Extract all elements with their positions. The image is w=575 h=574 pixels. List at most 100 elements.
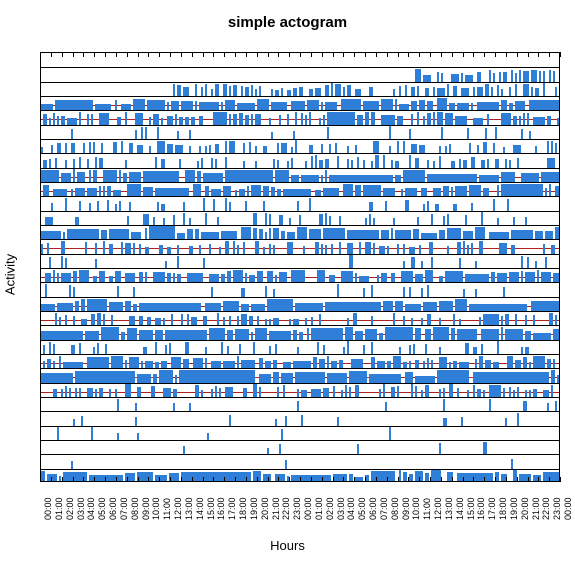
actogram-row: [41, 383, 559, 397]
activity-bar: [57, 143, 61, 153]
activity-bar: [509, 103, 513, 111]
activity-bar: [511, 230, 533, 239]
activity-bar: [457, 388, 459, 397]
activity-bar: [371, 112, 375, 124]
activity-bar: [145, 247, 149, 254]
activity-bar: [165, 345, 167, 354]
activity-bar: [483, 188, 489, 197]
activity-bar: [73, 169, 75, 182]
activity-bar: [443, 216, 445, 225]
activity-bar: [437, 72, 439, 81]
activity-bar: [551, 141, 553, 153]
activity-bar: [115, 271, 121, 282]
activity-bar: [355, 331, 363, 340]
activity-bar: [115, 389, 117, 397]
activity-bar: [157, 202, 159, 211]
activity-bar: [253, 213, 257, 225]
activity-bar: [349, 371, 367, 382]
activity-bar: [225, 157, 227, 167]
x-tick-label: 18:00: [238, 497, 248, 520]
activity-bar: [191, 117, 195, 125]
activity-bar: [453, 361, 457, 369]
activity-bar: [315, 190, 321, 197]
x-tick-top: [116, 52, 117, 57]
x-tick-top: [387, 52, 388, 57]
activity-bar: [329, 216, 331, 225]
activity-bar: [99, 271, 105, 282]
activity-bar: [59, 356, 61, 369]
activity-bar: [493, 362, 499, 369]
activity-bar: [79, 343, 81, 354]
activity-bar: [291, 101, 305, 110]
activity-bar: [221, 102, 223, 110]
activity-bar: [141, 127, 143, 139]
activity-bar: [75, 188, 85, 196]
activity-bar: [61, 273, 71, 282]
activity-bar: [383, 155, 385, 168]
activity-bar: [97, 313, 101, 325]
activity-bar: [423, 361, 425, 368]
activity-bar: [531, 87, 533, 96]
x-tick-top: [235, 52, 236, 57]
activity-bar: [521, 347, 523, 354]
activity-bar: [371, 471, 395, 482]
x-tick-label: 23:00: [292, 497, 302, 520]
activity-bar: [199, 245, 201, 254]
activity-bar: [185, 117, 189, 125]
activity-bar: [95, 104, 111, 111]
x-tick-top: [148, 52, 149, 57]
activity-bar: [209, 328, 225, 339]
activity-bar: [63, 232, 65, 239]
x-tick-top: [343, 52, 344, 57]
activity-bar: [219, 388, 221, 397]
activity-bar: [337, 284, 339, 297]
activity-bar: [497, 85, 499, 96]
actogram-row: [41, 354, 559, 368]
activity-bar: [519, 70, 521, 82]
x-tick-label: 12:00: [173, 497, 183, 520]
x-tick-top: [94, 52, 95, 57]
activity-bar: [471, 103, 473, 110]
activity-bar: [467, 390, 469, 397]
activity-bar: [293, 330, 297, 340]
activity-bar: [93, 142, 95, 153]
activity-bar: [227, 346, 229, 354]
activity-bar: [177, 131, 179, 139]
activity-bar: [463, 289, 465, 297]
activity-bar: [515, 360, 521, 369]
activity-bar: [347, 159, 349, 168]
activity-bar: [129, 172, 141, 182]
activity-bar: [391, 160, 393, 167]
activity-bar: [173, 403, 175, 411]
activity-bar: [533, 475, 541, 482]
activity-bar: [475, 227, 485, 240]
activity-bar: [251, 304, 265, 311]
activity-bar: [447, 228, 461, 239]
activity-bar: [421, 288, 423, 296]
activity-bar: [445, 113, 453, 125]
activity-bar: [545, 231, 553, 239]
activity-bar: [479, 175, 499, 182]
activity-bar: [447, 246, 449, 253]
activity-bar: [477, 87, 483, 96]
activity-bar: [417, 86, 419, 96]
activity-bar: [385, 402, 387, 412]
activity-bar: [479, 241, 483, 254]
activity-bar: [349, 255, 353, 268]
activity-bar: [79, 201, 81, 211]
activity-bar: [439, 230, 445, 239]
activity-bar: [151, 386, 155, 397]
activity-bar: [241, 314, 247, 325]
activity-bar: [485, 128, 487, 139]
actogram-row: [41, 297, 559, 311]
actogram-row: [41, 82, 559, 96]
activity-bar: [221, 274, 225, 283]
activity-bar: [255, 114, 261, 125]
x-tick-bottom: [408, 477, 409, 482]
activity-bar: [211, 89, 213, 96]
activity-bar: [49, 342, 51, 354]
activity-bar: [173, 273, 175, 282]
activity-bar: [265, 286, 267, 296]
x-tick-bottom: [419, 477, 420, 482]
activity-bar: [101, 327, 119, 340]
